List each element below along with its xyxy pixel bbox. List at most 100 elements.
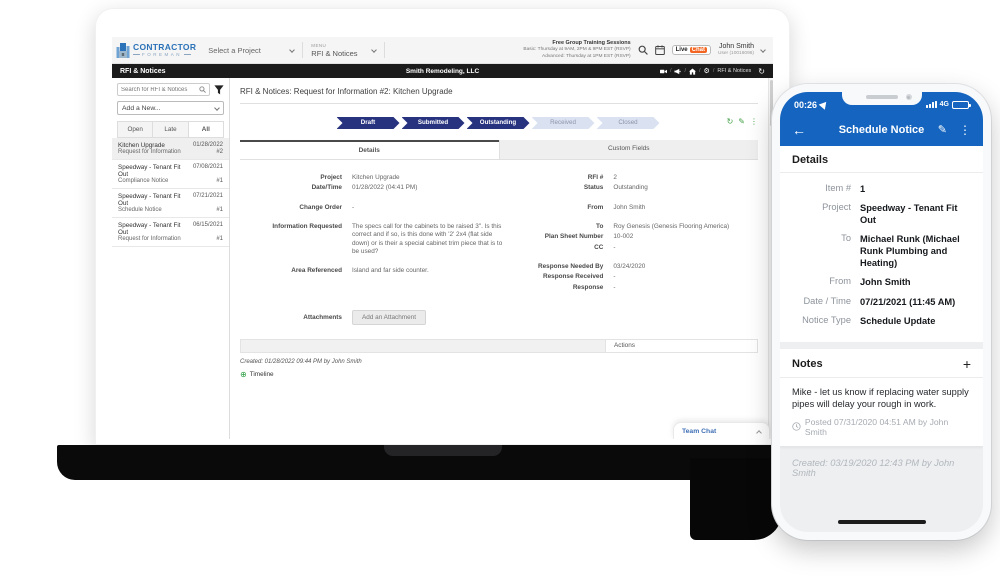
breadcrumb-trail: / / / ⚙ / RFI & Notices ↻ (659, 66, 765, 76)
field-value: Roy Genesis (Genesis Flooring America) (613, 222, 730, 230)
actions-dropdown[interactable]: Actions (605, 339, 757, 352)
details-heading: Details (792, 154, 829, 166)
home-indicator[interactable] (837, 520, 926, 524)
detail-row: Date / Time 07/21/2021 (11:45 AM) (792, 296, 971, 308)
gear-icon[interactable]: ⚙ (703, 68, 710, 75)
phone-notch (841, 90, 922, 105)
field-row: Status Outstanding (509, 184, 758, 192)
camera-icon[interactable] (659, 68, 667, 75)
chevron-down-icon (214, 105, 220, 111)
detail-label: Project (822, 202, 851, 213)
scrollbar-thumb[interactable] (770, 80, 773, 126)
add-new-select[interactable]: Add a New... (117, 101, 224, 115)
phone-status-bar: 00:26 4G (780, 92, 983, 114)
livechat-badge[interactable]: Live Chat (671, 44, 711, 55)
megaphone-icon[interactable] (674, 68, 682, 75)
created-line: Created: 01/28/2022 09:44 PM by John Smi… (240, 358, 362, 365)
note-posted-text: Posted 07/31/2020 04:51 AM by John Smith (804, 416, 949, 437)
item-subtitle: Schedule Notice (118, 207, 162, 213)
building-logo-icon (116, 42, 130, 58)
field-row: Response Received - (509, 273, 758, 281)
filter-funnel-icon[interactable] (214, 84, 224, 95)
divider (302, 42, 304, 58)
note-text: Mike - let us know if replacing water su… (792, 386, 969, 410)
refresh-icon[interactable]: ↻ (726, 117, 734, 126)
field-value: 2 (613, 174, 617, 181)
detail-row: Project Speedway - Tenant Fit Out (792, 202, 971, 226)
laptop-base-notch (383, 445, 502, 456)
tab-custom-fields[interactable]: Custom Fields (498, 140, 758, 159)
timeline-toggle[interactable]: ⊕ Timeline (240, 369, 274, 379)
field-value: Island and far side counter. (352, 267, 429, 275)
menu-select[interactable]: MENU RFI & Notices (311, 43, 377, 58)
tab-details[interactable]: Details (240, 140, 499, 159)
detail-value: Speedway - Tenant Fit Out (860, 203, 958, 226)
search-input[interactable] (121, 86, 199, 93)
detail-value: Schedule Update (860, 315, 936, 326)
company-name: Smith Remodeling, LLC (405, 67, 480, 75)
list-item[interactable]: Speedway - Tenant Fit Out 07/21/2021 Sch… (112, 189, 229, 218)
phone-notes-section: Notes + Mike - let us know if replacing … (780, 348, 983, 447)
field-row: Project Kitchen Upgrade (240, 174, 509, 182)
sidebar-tab[interactable]: Open (118, 122, 154, 137)
item-subtitle: Request for Information (118, 149, 181, 155)
contractor-foreman-logo: CONTRACTOR FOREMAN (116, 42, 196, 58)
field-label: Project (320, 174, 342, 181)
detail-value: 1 (860, 184, 866, 194)
status-steps: Draft Submitted Outstanding Received Clo… (240, 117, 758, 129)
sidebar-tab[interactable]: All (188, 122, 223, 137)
detail-label: From (829, 276, 851, 287)
field-label: Information Requested (272, 222, 342, 230)
field-value: - (613, 273, 616, 281)
detail-value: John Smith (860, 277, 911, 288)
field-label: Change Order (299, 203, 342, 211)
item-title: Speedway - Tenant Fit Out (118, 222, 181, 236)
refresh-icon[interactable]: ↻ (758, 66, 765, 76)
kebab-menu-icon[interactable]: ⋮ (959, 123, 971, 137)
item-subtitle: Request for Information (118, 236, 181, 242)
fields-left: Project Kitchen Upgrade Date/Time 01/28/… (240, 172, 509, 294)
project-select[interactable]: Select a Project (208, 46, 296, 55)
list-item[interactable]: Kitchen Upgrade 01/28/2022 Request for I… (112, 138, 229, 160)
kebab-menu-icon[interactable]: ⋮ (750, 117, 758, 126)
field-row: Area Referenced Island and far side coun… (240, 267, 509, 275)
status-step: Draft (337, 117, 400, 129)
app-header: CONTRACTOR FOREMAN Select a Project MENU… (112, 37, 773, 64)
front-camera (905, 94, 912, 100)
item-date: 07/08/2021 (192, 164, 223, 170)
field-label: Response Received (542, 273, 604, 281)
sidebar: Add a New... Open Late All (112, 78, 230, 439)
field-row: To Roy Genesis (Genesis Flooring America… (509, 223, 758, 231)
field-row: Plan Sheet Number 10-002 (509, 233, 758, 241)
detail-value: Michael Runk (Michael Runk Plumbing and … (860, 234, 960, 269)
breadcrumb-module: RFI & Notices (120, 67, 166, 75)
field-row: Response Needed By 03/24/2020 (509, 263, 758, 271)
detail-row: Item # 1 (792, 183, 971, 195)
detail-row: Notice Type Schedule Update (792, 315, 971, 327)
scrollbar[interactable] (768, 78, 773, 439)
sidebar-search (117, 83, 210, 96)
field-value: John Smith (613, 203, 646, 211)
user-menu[interactable]: John Smith User (10016096) (718, 43, 754, 57)
fields-right: RFI # 2 Status Outstanding Fro (509, 172, 758, 294)
team-chat-panel[interactable]: Team Chat (673, 422, 770, 439)
phone-screen: 00:26 4G ← Schedule Notice (780, 92, 983, 532)
breadcrumb-current[interactable]: RFI & Notices (717, 68, 752, 74)
edit-pencil-icon[interactable]: ✎ (937, 124, 947, 136)
field-label: Area Referenced (291, 267, 342, 275)
edit-pencil-icon[interactable]: ✎ (738, 117, 745, 126)
home-icon[interactable] (689, 67, 697, 75)
add-attachment-button[interactable]: Add an Attachment (352, 309, 427, 325)
back-arrow-icon[interactable]: ← (792, 122, 806, 138)
calendar-icon[interactable] (654, 45, 665, 55)
list-item[interactable]: Speedway - Tenant Fit Out 06/15/2021 Req… (112, 218, 229, 247)
page-title: RFI & Notices: Request for Information #… (240, 84, 758, 104)
search-icon[interactable] (638, 45, 648, 55)
field-value: 01/28/2022 (04:41 PM) (352, 184, 418, 192)
item-title: Speedway - Tenant Fit Out (118, 193, 181, 207)
sidebar-tabs: Open Late All (117, 121, 224, 138)
detail-label: Date / Time (803, 295, 851, 306)
list-item[interactable]: Speedway - Tenant Fit Out 07/08/2021 Com… (112, 160, 229, 189)
sidebar-tab[interactable]: Late (153, 122, 189, 137)
add-note-plus-icon[interactable]: + (962, 355, 971, 372)
